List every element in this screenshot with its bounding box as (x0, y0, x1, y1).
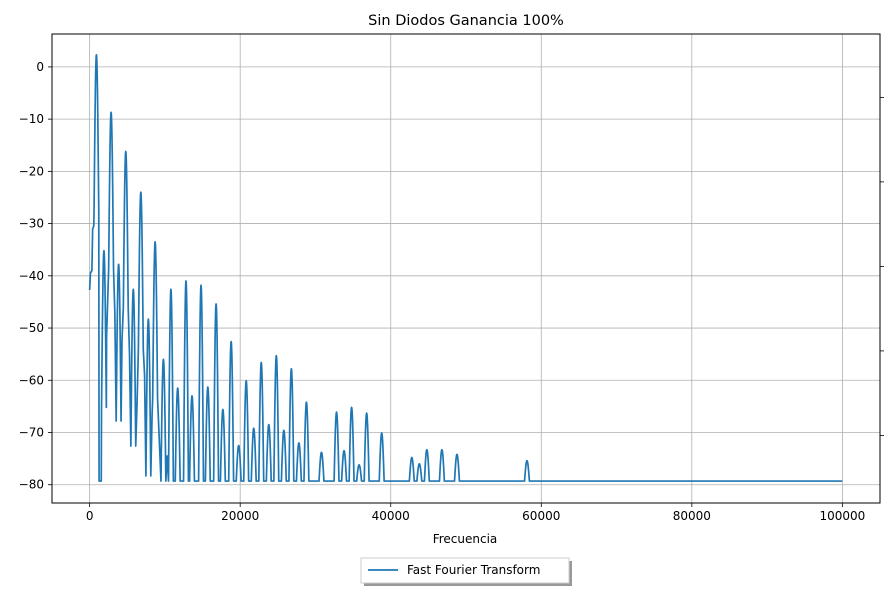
y-tick-label: −80 (19, 478, 44, 492)
legend[interactable]: Fast Fourier Transform (360, 557, 572, 586)
y-tick-label: −10 (19, 112, 44, 126)
y-axis: 0 −10 −20 −30 −40 −50 −60 −70 −80 (19, 60, 52, 492)
y-tick-label: −30 (19, 217, 44, 231)
y-tick-label: −40 (19, 269, 44, 283)
x-axis: 0 20000 40000 60000 80000 100000 (86, 503, 865, 523)
right-axis-ticks (880, 96, 884, 436)
x-tick-label: 40000 (372, 509, 410, 523)
plot-frame (51, 33, 881, 504)
y-tick-label: −20 (19, 164, 44, 178)
x-tick-label: 0 (86, 509, 94, 523)
y-tick-label: 0 (36, 60, 44, 74)
y-tick-label: −70 (19, 425, 44, 439)
chart-title: Sin Diodos Ganancia 100% (368, 13, 564, 29)
y-tick-label: −50 (19, 321, 44, 335)
x-tick-label: 60000 (522, 509, 560, 523)
x-tick-label: 80000 (673, 509, 711, 523)
x-tick-label: 100000 (819, 509, 865, 523)
y-tick-label: −60 (19, 373, 44, 387)
x-axis-label: Frecuencia (433, 532, 498, 546)
series-line-fast-fourier-transform (88, 54, 843, 482)
grid (52, 34, 880, 503)
series-layer (88, 54, 843, 482)
legend-label: Fast Fourier Transform (407, 563, 540, 577)
x-tick-label: 20000 (221, 509, 259, 523)
